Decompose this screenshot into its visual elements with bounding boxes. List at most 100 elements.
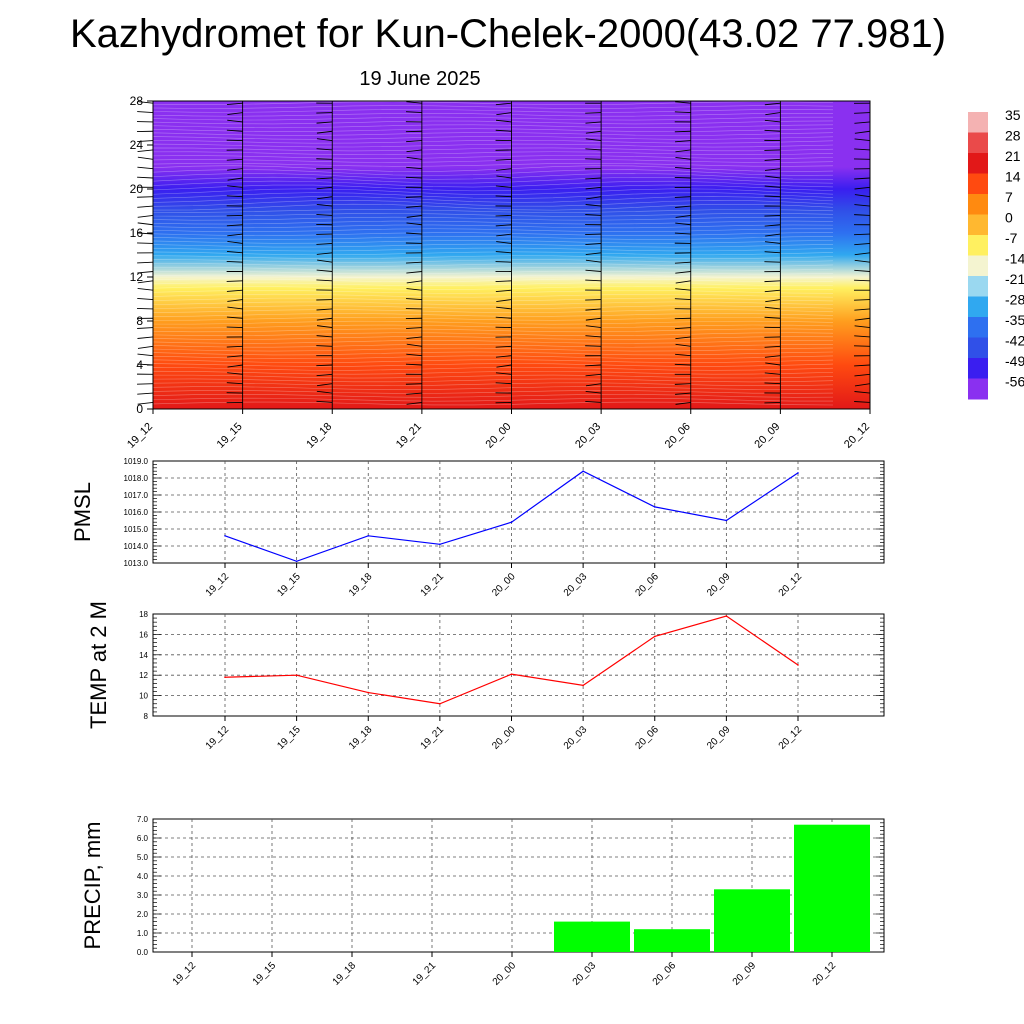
wind-barb <box>226 251 243 254</box>
wind-barb <box>675 166 691 170</box>
chart-subtitle: 19 June 2025 <box>359 68 481 90</box>
y-axis-label: PMSL <box>70 482 95 542</box>
wind-barb <box>675 353 691 357</box>
wind-barb <box>854 243 871 246</box>
wind-barb <box>764 289 781 293</box>
wind-barb <box>226 195 243 198</box>
contour-line <box>152 266 834 271</box>
wind-barb <box>585 269 602 272</box>
panel-frame <box>152 818 885 953</box>
wind-barb <box>496 175 512 179</box>
wind-barb <box>406 222 422 226</box>
wind-barb <box>316 390 333 394</box>
wind-barb <box>764 241 781 244</box>
colorbar-label: -49 <box>1005 353 1024 369</box>
wind-barb <box>406 166 422 170</box>
contour-line <box>152 259 834 263</box>
wind-barb <box>585 345 602 347</box>
wind-barb <box>764 382 781 385</box>
colorbar-swatch <box>968 276 988 297</box>
y-tick-label: 24 <box>130 138 144 152</box>
x-tick-label: 19_18 <box>347 571 375 599</box>
wind-barb <box>316 203 333 207</box>
wind-barb <box>854 325 871 329</box>
x-tick-label: 19_18 <box>304 421 334 451</box>
contour-line <box>152 173 834 180</box>
wind-barb <box>316 243 333 245</box>
x-tick-label: 19_21 <box>411 960 439 988</box>
contour-line <box>152 340 834 344</box>
wind-barb <box>764 195 781 198</box>
contour-line <box>152 274 834 279</box>
wind-barb <box>495 280 512 282</box>
wind-barb <box>675 392 691 395</box>
y-axis-label: PRECIP, mm <box>80 822 105 950</box>
data-point <box>797 472 799 474</box>
wind-barb <box>406 392 422 395</box>
wind-barb <box>585 130 602 134</box>
x-tick-label: 20_09 <box>731 960 759 988</box>
wind-barb <box>495 372 512 375</box>
colorbar-label: -42 <box>1005 333 1024 349</box>
wind-barb <box>674 130 691 133</box>
wind-barb <box>316 383 333 387</box>
contour-line <box>152 200 834 207</box>
contour-line <box>152 243 834 248</box>
contour-line <box>152 224 834 229</box>
colorbar-label: 28 <box>1005 128 1021 144</box>
wind-barb <box>316 138 333 142</box>
x-tick-label: 19_21 <box>419 724 447 752</box>
y-tick-label: 8 <box>144 712 149 721</box>
wind-barb <box>854 148 871 151</box>
wind-barb <box>137 232 154 235</box>
data-point <box>582 684 584 687</box>
wind-barb <box>316 325 333 329</box>
wind-barb <box>406 149 422 153</box>
colorbar-swatch <box>968 214 988 236</box>
wind-barb <box>406 288 422 291</box>
contour-line <box>152 378 834 383</box>
y-tick-label: 6.0 <box>137 834 149 843</box>
wind-barb <box>854 121 871 124</box>
contour-line <box>152 162 834 167</box>
y-tick-label: 18 <box>139 610 148 619</box>
wind-barb <box>495 195 512 198</box>
x-tick-label: 19_21 <box>419 571 447 599</box>
wind-barb <box>227 306 243 310</box>
precip-bar <box>714 889 790 952</box>
y-tick-label: 10 <box>139 692 148 701</box>
wind-barb <box>854 138 871 142</box>
wind-barb <box>406 343 422 347</box>
wind-barb <box>765 299 781 303</box>
wind-barb <box>316 112 333 114</box>
colorbar-label: -35 <box>1005 312 1024 328</box>
data-point <box>224 676 226 679</box>
wind-barb <box>764 372 781 375</box>
y-tick-label: 1.0 <box>137 929 149 938</box>
data-point <box>797 664 799 666</box>
colorbar-swatch <box>968 173 988 195</box>
x-tick-label: 19_15 <box>275 724 303 752</box>
colorbar-label: 21 <box>1005 148 1021 164</box>
x-tick-label: 20_03 <box>562 724 590 752</box>
wind-barb <box>227 177 243 181</box>
contour-line <box>152 286 834 290</box>
contour-line <box>152 188 834 195</box>
wind-barb <box>316 252 333 255</box>
y-tick-label: 0 <box>136 402 143 416</box>
wind-barb <box>406 336 422 340</box>
wind-barb <box>495 289 512 292</box>
contour-line <box>152 247 834 252</box>
data-point <box>295 560 298 563</box>
contour-line <box>152 251 834 256</box>
wind-barb <box>316 158 333 160</box>
contour-line <box>152 220 834 225</box>
contour-line <box>152 109 834 113</box>
wind-barb <box>675 222 691 226</box>
wind-barb <box>495 345 512 348</box>
contour-line <box>152 216 834 221</box>
wind-barb <box>585 259 602 263</box>
wind-barb <box>585 186 602 190</box>
wind-barb <box>316 186 333 190</box>
wind-barb <box>137 149 154 153</box>
